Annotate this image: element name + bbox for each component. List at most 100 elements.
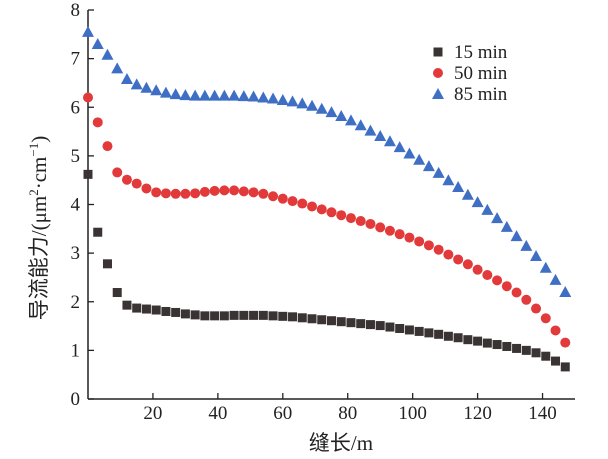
y-axis-title-main: 导流能力/(μm bbox=[27, 196, 51, 320]
data-point bbox=[179, 89, 192, 101]
data-point bbox=[453, 333, 463, 343]
data-point bbox=[512, 343, 522, 353]
y-tick-label: 0 bbox=[71, 389, 81, 410]
data-point bbox=[375, 321, 385, 331]
data-point bbox=[472, 264, 483, 275]
data-point bbox=[180, 309, 190, 319]
y-axis-title-sup1: 2 bbox=[26, 189, 41, 196]
y-tick-label: 1 bbox=[71, 340, 81, 361]
data-point bbox=[159, 86, 172, 98]
y-ticks: 0 1 2 3 4 5 6 7 8 bbox=[71, 0, 94, 410]
data-point bbox=[210, 311, 220, 321]
data-point bbox=[434, 329, 444, 339]
data-point bbox=[307, 314, 317, 324]
data-point bbox=[132, 303, 142, 313]
data-point bbox=[130, 78, 143, 90]
data-point bbox=[190, 310, 200, 320]
data-point bbox=[315, 102, 328, 114]
x-ticks: 20 40 60 80 100 120 140 bbox=[143, 393, 557, 424]
data-point bbox=[316, 204, 327, 215]
data-point bbox=[237, 90, 250, 102]
data-point bbox=[539, 261, 552, 273]
data-point bbox=[297, 198, 308, 209]
data-point bbox=[492, 340, 502, 350]
data-point bbox=[286, 95, 299, 107]
x-axis-title: 缝长/m bbox=[309, 431, 373, 455]
data-point bbox=[229, 185, 240, 196]
data-point bbox=[471, 196, 484, 208]
data-point bbox=[511, 287, 522, 298]
y-tick-label: 8 bbox=[71, 0, 81, 21]
data-point bbox=[355, 216, 366, 227]
data-point bbox=[384, 225, 395, 236]
y-tick-label: 3 bbox=[71, 243, 81, 264]
data-point bbox=[276, 93, 289, 105]
data-point bbox=[433, 244, 444, 255]
data-point bbox=[482, 270, 493, 281]
data-point bbox=[258, 310, 268, 320]
data-point bbox=[131, 178, 142, 189]
data-point bbox=[121, 174, 132, 185]
x-tick-label: 40 bbox=[208, 403, 227, 424]
y-tick-label: 2 bbox=[71, 292, 81, 313]
data-point bbox=[180, 188, 191, 199]
data-point bbox=[424, 328, 434, 338]
data-point bbox=[306, 99, 319, 111]
data-point bbox=[365, 218, 376, 229]
data-point bbox=[473, 336, 483, 346]
data-point bbox=[531, 348, 541, 358]
data-point bbox=[336, 317, 346, 327]
data-point bbox=[394, 229, 405, 240]
data-point bbox=[414, 326, 424, 336]
data-point bbox=[393, 141, 406, 153]
legend-label: 15 min bbox=[454, 42, 508, 63]
data-point bbox=[101, 48, 114, 60]
data-point bbox=[344, 114, 357, 126]
plot-area: 20 40 60 80 100 120 140 0 1 2 3 4 5 6 7 8 bbox=[71, 0, 575, 424]
data-point bbox=[199, 186, 210, 197]
data-point bbox=[422, 160, 435, 172]
data-point bbox=[414, 236, 425, 247]
data-point bbox=[82, 25, 94, 37]
data-point bbox=[189, 89, 202, 101]
data-point bbox=[453, 254, 464, 265]
data-point bbox=[151, 187, 162, 198]
data-point bbox=[481, 203, 494, 215]
y-tick-label: 6 bbox=[71, 97, 81, 118]
data-point bbox=[395, 323, 405, 333]
data-point bbox=[83, 92, 93, 103]
data-point bbox=[122, 300, 132, 310]
data-point bbox=[502, 341, 512, 351]
data-point bbox=[170, 188, 181, 199]
y-tick-label: 7 bbox=[71, 49, 81, 70]
data-point bbox=[92, 117, 103, 128]
data-point bbox=[268, 311, 278, 321]
data-point bbox=[461, 188, 474, 200]
x-tick-label: 80 bbox=[338, 403, 357, 424]
data-point bbox=[560, 362, 570, 372]
x-tick-label: 60 bbox=[273, 403, 292, 424]
data-point bbox=[521, 345, 531, 355]
data-point bbox=[492, 275, 503, 286]
data-point bbox=[296, 97, 309, 109]
data-point bbox=[140, 81, 153, 93]
data-point bbox=[549, 273, 562, 285]
legend-marker bbox=[432, 88, 444, 99]
data-point bbox=[258, 188, 269, 199]
series-3 bbox=[82, 25, 572, 298]
data-point bbox=[247, 90, 260, 102]
data-point bbox=[463, 335, 473, 345]
data-point bbox=[559, 286, 572, 298]
data-point bbox=[257, 91, 270, 103]
data-point bbox=[521, 294, 532, 305]
x-tick-label: 20 bbox=[143, 403, 162, 424]
data-point bbox=[551, 356, 561, 366]
data-point bbox=[288, 312, 298, 322]
legend-marker bbox=[433, 47, 443, 57]
data-point bbox=[161, 306, 171, 316]
data-point bbox=[297, 313, 307, 323]
data-point bbox=[151, 305, 161, 315]
data-point bbox=[356, 319, 366, 329]
data-point bbox=[93, 227, 103, 237]
